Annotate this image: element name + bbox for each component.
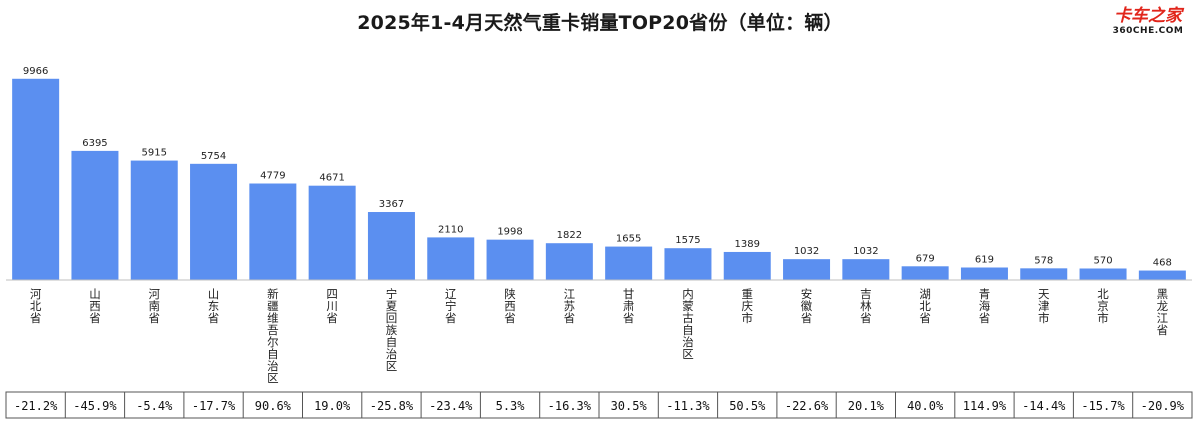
bars-layer bbox=[12, 78, 1186, 281]
chart-title: 2025年1-4月天然气重卡销量TOP20省份（单位：辆） bbox=[357, 12, 843, 34]
yoy-change-cell: -20.9% bbox=[1141, 399, 1185, 413]
value-label: 4671 bbox=[319, 173, 344, 184]
value-label: 1032 bbox=[794, 246, 819, 257]
value-label: 468 bbox=[1153, 258, 1172, 269]
category-label: 河北省 bbox=[30, 287, 42, 325]
value-label: 3367 bbox=[379, 199, 404, 210]
yoy-change-cell: -11.3% bbox=[666, 399, 710, 413]
category-label: 吉林省 bbox=[860, 287, 872, 325]
yoy-change-cell: -5.4% bbox=[136, 399, 173, 413]
category-label: 山东省 bbox=[208, 287, 220, 325]
category-label: 内蒙古自治区 bbox=[682, 287, 694, 361]
bar bbox=[249, 183, 297, 280]
yoy-change-cell: -23.4% bbox=[429, 399, 473, 413]
yoy-change-cell: 19.0% bbox=[314, 399, 351, 413]
yoy-change-cell: 50.5% bbox=[729, 399, 766, 413]
yoy-change-cell: 5.3% bbox=[496, 399, 526, 413]
bar bbox=[308, 185, 356, 280]
yoy-change-cell: 20.1% bbox=[848, 399, 885, 413]
category-label: 新疆维吾尔自治区 bbox=[267, 287, 279, 385]
bar bbox=[960, 267, 1008, 280]
brand-logo: 卡车之家 360CHE.COM bbox=[1108, 6, 1188, 37]
bar bbox=[367, 212, 415, 280]
value-label: 9966 bbox=[23, 66, 48, 77]
yoy-change-cell: 114.9% bbox=[963, 399, 1007, 413]
value-label: 1822 bbox=[557, 230, 582, 241]
bar bbox=[901, 266, 949, 280]
category-label: 宁夏回族自治区 bbox=[386, 287, 398, 373]
value-label: 1998 bbox=[497, 227, 522, 238]
bar bbox=[783, 259, 831, 280]
bar bbox=[486, 239, 534, 280]
value-label: 1655 bbox=[616, 234, 641, 245]
yoy-change-cell: -25.8% bbox=[370, 399, 414, 413]
category-label: 青海省 bbox=[979, 287, 991, 325]
value-label: 578 bbox=[1034, 255, 1053, 266]
category-label: 辽宁省 bbox=[445, 287, 457, 325]
category-label: 陕西省 bbox=[504, 287, 516, 325]
value-label: 619 bbox=[975, 255, 994, 266]
category-label: 山西省 bbox=[89, 287, 101, 325]
yoy-change-cell: -16.3% bbox=[548, 399, 592, 413]
logo-domain: 360CHE.COM bbox=[1112, 26, 1184, 36]
category-label: 江苏省 bbox=[564, 287, 576, 325]
yoy-change-cell: 40.0% bbox=[907, 399, 944, 413]
bar bbox=[605, 246, 653, 280]
value-label: 679 bbox=[916, 253, 935, 264]
category-label: 安徽省 bbox=[801, 287, 813, 325]
category-label: 四川省 bbox=[326, 287, 338, 325]
value-label: 6395 bbox=[82, 138, 107, 149]
bar bbox=[545, 243, 593, 280]
value-label: 1575 bbox=[675, 235, 700, 246]
bar bbox=[71, 150, 119, 280]
category-label: 黑龙江省 bbox=[1157, 287, 1169, 337]
category-label: 重庆市 bbox=[742, 287, 754, 325]
yoy-change-cell: 90.6% bbox=[255, 399, 292, 413]
value-label: 4779 bbox=[260, 171, 285, 182]
yoy-change-cell: -22.6% bbox=[785, 399, 829, 413]
bar bbox=[842, 259, 890, 280]
value-label: 1389 bbox=[735, 239, 760, 250]
yoy-change-cell: -15.7% bbox=[1081, 399, 1125, 413]
value-label: 5915 bbox=[142, 148, 167, 159]
bar bbox=[1079, 268, 1127, 280]
bar bbox=[664, 248, 712, 280]
yoy-change-cell: -45.9% bbox=[73, 399, 117, 413]
bar bbox=[427, 237, 475, 280]
bar bbox=[130, 160, 178, 280]
category-label: 河南省 bbox=[149, 287, 161, 325]
bar bbox=[723, 251, 771, 280]
bar bbox=[1138, 270, 1186, 280]
yoy-change-cell: -14.4% bbox=[1022, 399, 1066, 413]
value-label: 5754 bbox=[201, 151, 226, 162]
value-label: 1032 bbox=[853, 246, 878, 257]
value-label: 570 bbox=[1094, 255, 1113, 266]
yoy-table: -21.2% -45.9% -5.4% -17.7% 90.6% 19.0% -25.8% -… bbox=[5, 391, 1193, 419]
value-label: 2110 bbox=[438, 224, 463, 235]
yoy-change-cell: -21.2% bbox=[14, 399, 58, 413]
yoy-change-cell: 30.5% bbox=[611, 399, 648, 413]
category-label: 北京市 bbox=[1097, 287, 1109, 325]
yoy-change-cell: -17.7% bbox=[192, 399, 236, 413]
bar bbox=[190, 163, 238, 280]
category-label: 湖北省 bbox=[919, 287, 931, 325]
category-label: 天津市 bbox=[1038, 287, 1050, 325]
bar bbox=[12, 78, 60, 281]
logo-text: 卡车之家 bbox=[1114, 6, 1182, 26]
category-label: 甘肃省 bbox=[623, 287, 635, 325]
bar bbox=[1020, 268, 1068, 280]
labels-layer: 9966 河北省 6395 山西省 5915 河南省 5754 山东省 4779 新疆维吾尔自治区… bbox=[23, 66, 1172, 385]
